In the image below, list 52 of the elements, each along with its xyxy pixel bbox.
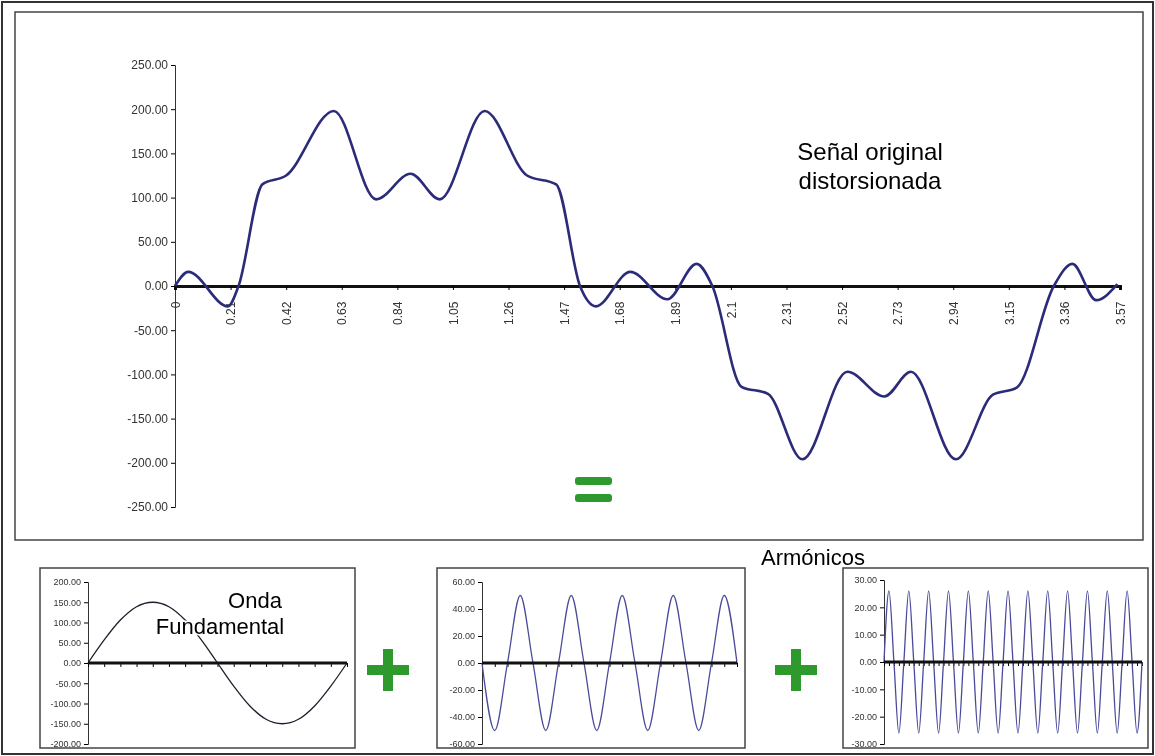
y-tick-label: 200.00: [53, 577, 81, 588]
x-tick-label: 0.63: [335, 301, 350, 325]
y-tick-label: -150.00: [127, 411, 169, 426]
x-tick-label: 1.26: [502, 301, 517, 325]
y-tick-label: 50.00: [58, 638, 81, 649]
y-tick-label: 100.00: [131, 190, 169, 205]
x-tick-label: 2.94: [946, 301, 961, 325]
x-tick-label: 2.1: [724, 301, 739, 319]
y-tick-label: -40.00: [449, 712, 475, 723]
x-tick-label: 2.73: [891, 301, 906, 325]
x-tick-label: 1.05: [446, 301, 461, 325]
x-tick-label: 0.42: [279, 301, 294, 325]
y-tick-label: -20.00: [449, 685, 475, 696]
text: Armónicos: [761, 545, 865, 570]
y-tick-label: -50.00: [133, 323, 169, 338]
y-tick-label: 0.00: [859, 657, 877, 668]
y-tick-label: 150.00: [131, 146, 169, 161]
x-tick-label: 1.68: [613, 301, 628, 325]
y-tick-label: -50.00: [55, 678, 81, 689]
y-tick-label: -100.00: [50, 698, 81, 709]
y-tick-label: 30.00: [854, 575, 877, 586]
x-tick-label: 1.89: [668, 301, 683, 325]
x-tick-label: 3.57: [1113, 301, 1128, 325]
y-tick-label: 10.00: [854, 630, 877, 641]
x-tick-label: 3.36: [1058, 301, 1073, 325]
y-tick-label: -30.00: [851, 739, 877, 750]
y-tick-label: -200.00: [127, 456, 169, 471]
y-tick-label: -150.00: [50, 719, 81, 730]
y-tick-label: 60.00: [452, 577, 475, 588]
y-tick-label: 100.00: [53, 617, 81, 628]
y-tick-label: -10.00: [851, 684, 877, 695]
y-tick-label: 50.00: [137, 235, 169, 250]
y-tick-label: -60.00: [449, 739, 475, 750]
x-tick-label: 0.84: [391, 301, 406, 325]
annotation: Señal original distorsionada: [797, 138, 943, 194]
x-tick-label: 1.47: [557, 301, 572, 325]
y-tick-label: -250.00: [127, 500, 169, 515]
y-tick-label: 250.00: [131, 58, 169, 73]
y-tick-label: 20.00: [854, 602, 877, 613]
y-tick-label: 20.00: [452, 631, 475, 642]
y-tick-label: -20.00: [851, 712, 877, 723]
x-tick-label: 2.52: [835, 301, 850, 325]
y-tick-label: 150.00: [53, 597, 81, 608]
y-tick-label: -200.00: [50, 739, 81, 750]
x-tick-label: 2.31: [780, 301, 795, 325]
y-tick-label: 40.00: [452, 604, 475, 615]
y-tick-label: 0.00: [457, 658, 475, 669]
y-tick-label: -100.00: [127, 367, 169, 382]
y-tick-label: 0.00: [144, 279, 169, 294]
x-tick-label: 3.15: [1002, 301, 1017, 325]
y-tick-label: 200.00: [131, 102, 169, 117]
y-tick-label: 0.00: [63, 658, 81, 669]
